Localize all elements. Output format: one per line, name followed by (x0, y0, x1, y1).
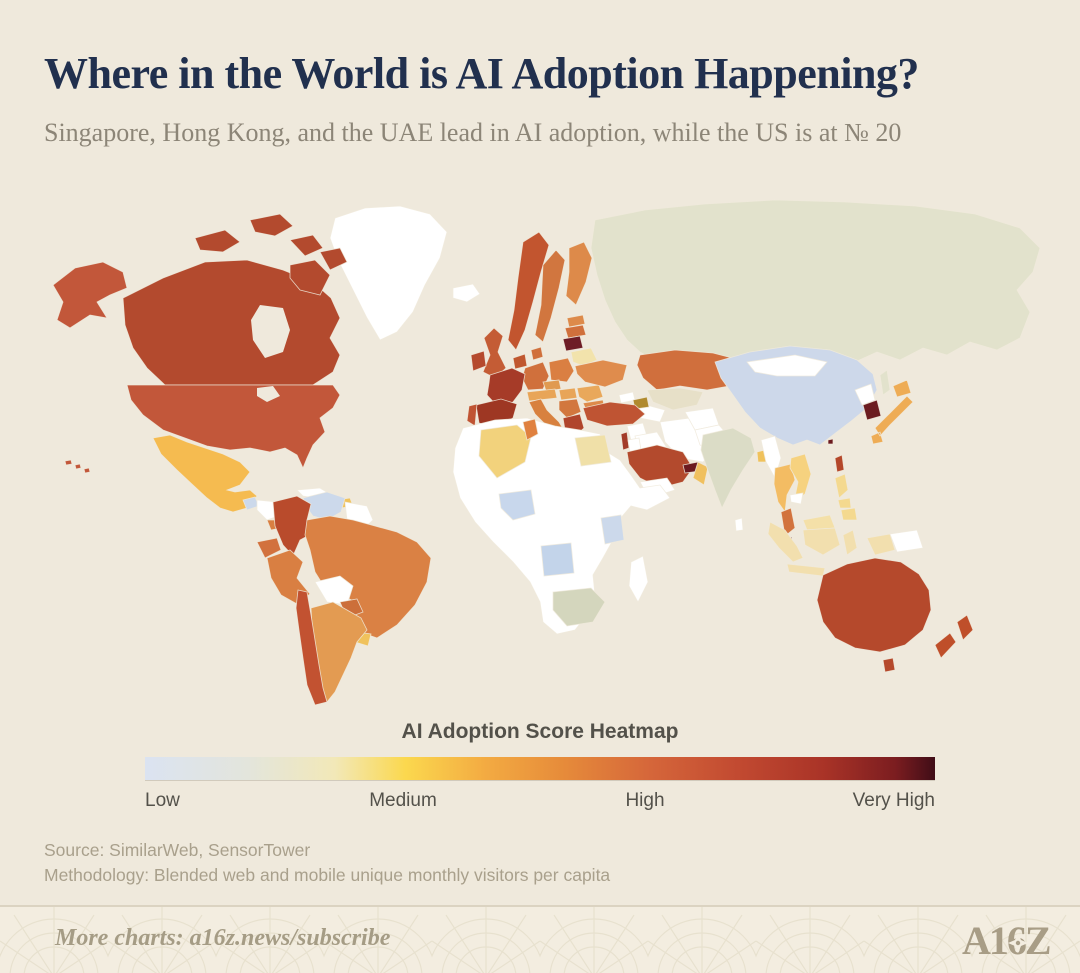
country-turkey (582, 401, 646, 427)
legend-label-medium: Medium (369, 790, 437, 811)
country-oman (692, 461, 709, 486)
country-australia-tasmania (882, 657, 896, 673)
country-philippines (834, 473, 858, 521)
country-usa-alaska (52, 261, 128, 329)
legend-label-low: Low (145, 790, 180, 811)
country-czechia (542, 379, 562, 392)
country-nigeria (498, 489, 536, 521)
country-malaysia (780, 507, 796, 537)
country-brazil (304, 515, 432, 639)
country-malaysia-borneo (802, 514, 836, 531)
country-united-kingdom (482, 327, 507, 379)
great-lakes (257, 386, 280, 402)
country-kenya (600, 514, 625, 545)
country-poland (548, 357, 575, 383)
page-title: Where in the World is AI Adoption Happen… (44, 49, 919, 98)
country-mongolia (746, 354, 828, 377)
country-tunisia (522, 418, 539, 441)
country-romania (576, 384, 604, 403)
country-uzbekistan (646, 387, 704, 411)
footer-bar: More charts: a16z.news/subscribe A16Z (0, 907, 1080, 973)
country-france (486, 367, 526, 409)
methodology-line: Methodology: Blended web and mobile uniq… (44, 865, 611, 885)
country-balkans (558, 398, 582, 419)
a16z-logo-text: A16Z (962, 918, 1050, 963)
country-south-africa (552, 587, 606, 627)
country-madagascar (628, 555, 649, 603)
country-bolivia (314, 575, 354, 606)
country-kazakhstan (636, 349, 748, 391)
footer-deco-pattern (0, 907, 1080, 973)
country-papua-new-guinea (889, 529, 924, 553)
country-portugal (466, 403, 478, 427)
country-canada-islands (194, 213, 348, 296)
country-ukraine (574, 359, 628, 388)
country-usa (126, 384, 341, 470)
country-sweden (534, 249, 566, 343)
a16z-logo-star-center (1015, 940, 1021, 946)
country-algeria (478, 424, 532, 479)
legend-title: AI Adoption Score Heatmap (401, 720, 679, 743)
country-angola (540, 542, 575, 577)
country-indonesia-java (786, 563, 826, 577)
a16z-logo: A16Z (962, 918, 1052, 963)
legend-label-high: High (625, 790, 665, 811)
country-indonesia-sulawesi (842, 529, 858, 556)
country-taiwan (834, 454, 845, 473)
country-saudi-arabia (626, 444, 694, 489)
page-subtitle: Singapore, Hong Kong, and the UAE lead i… (44, 118, 902, 147)
country-austria-switzerland (526, 388, 558, 402)
footer-link-text[interactable]: More charts: a16z.news/subscribe (55, 925, 391, 951)
legend-labels: Low Medium High Very High (145, 790, 935, 814)
country-mexico (152, 434, 258, 513)
country-new-zealand (934, 614, 974, 659)
country-japan (870, 379, 914, 445)
footer-divider (0, 905, 1080, 907)
world-map (52, 199, 1041, 706)
legend-label-very-high: Very High (852, 790, 935, 811)
country-russia-sakhalin (879, 369, 891, 396)
country-indonesia-papua (866, 533, 896, 556)
country-estonia (566, 314, 586, 328)
country-sri-lanka (734, 517, 744, 532)
country-hungary (558, 387, 578, 401)
legend-gradient-bar (145, 757, 935, 780)
country-egypt (574, 434, 612, 467)
source-block: Source: SimilarWeb, SensorTower Methodol… (44, 838, 944, 888)
country-norway (507, 231, 550, 351)
country-cambodia (789, 492, 804, 505)
country-netherlands-belgium (512, 353, 528, 370)
country-ireland (470, 350, 487, 372)
source-line: Source: SimilarWeb, SensorTower (44, 840, 311, 860)
country-finland (565, 241, 593, 306)
country-latvia (564, 324, 587, 339)
country-australia (816, 557, 932, 653)
country-indonesia-sumatra (767, 521, 804, 563)
country-ecuador (256, 537, 282, 559)
country-canada (122, 259, 341, 386)
country-denmark (530, 346, 544, 361)
country-georgia (618, 391, 636, 404)
country-chile (295, 589, 328, 706)
country-greenland (329, 205, 448, 341)
country-russia (590, 199, 1041, 367)
country-lithuania (562, 335, 584, 352)
country-india (700, 427, 756, 509)
country-indonesia-kalimantan (802, 527, 841, 556)
hudson-bay (251, 305, 290, 358)
country-south-korea (862, 399, 882, 421)
country-hong-kong (827, 438, 834, 445)
country-usa-hawaii (64, 459, 91, 474)
country-iceland (452, 283, 481, 303)
country-north-korea (854, 383, 876, 406)
